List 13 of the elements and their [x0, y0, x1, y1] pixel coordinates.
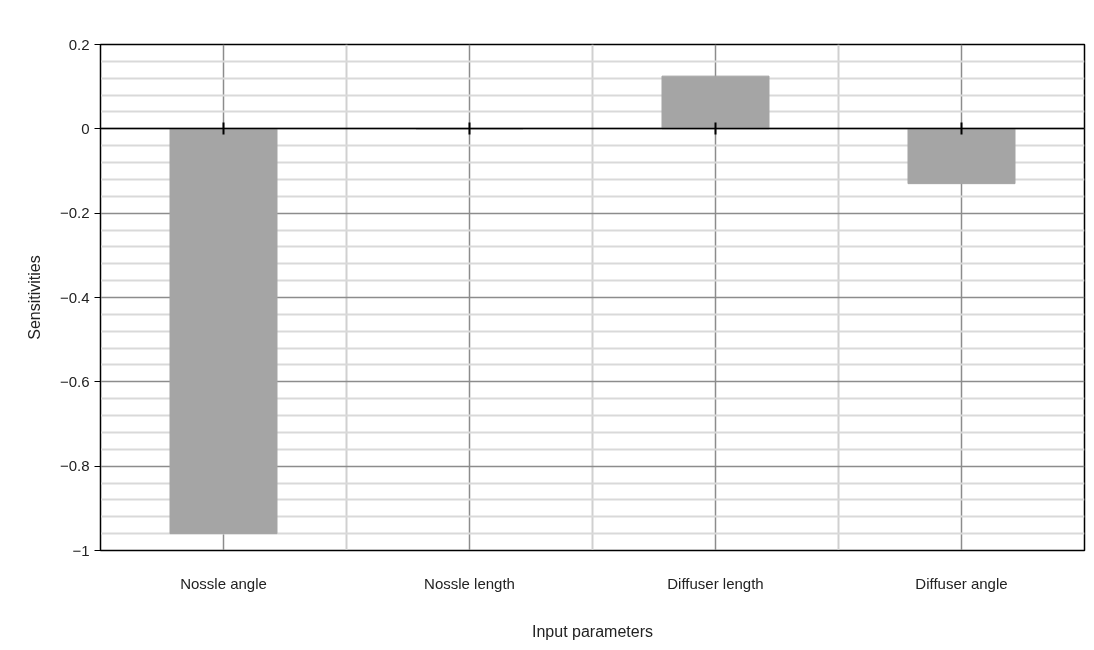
- y-tick-label: 0.2: [68, 35, 90, 53]
- x-tick-label: Diffuser angle: [915, 574, 1008, 592]
- y-tick-label: −0.8: [59, 457, 90, 475]
- x-axis-title: Input parameters: [532, 622, 653, 640]
- y-tick-label: −0.6: [59, 372, 90, 390]
- y-axis-title: Sensitivities: [25, 255, 43, 340]
- x-tick-label: Nossle angle: [180, 574, 267, 592]
- x-tick-label: Nossle length: [424, 574, 515, 592]
- y-tick-label: −0.2: [59, 204, 90, 222]
- y-tick-label: −1: [72, 541, 90, 559]
- x-tick-label: Diffuser length: [667, 574, 764, 592]
- y-tick-label: 0: [81, 119, 90, 137]
- y-tick-label: −0.4: [59, 288, 90, 306]
